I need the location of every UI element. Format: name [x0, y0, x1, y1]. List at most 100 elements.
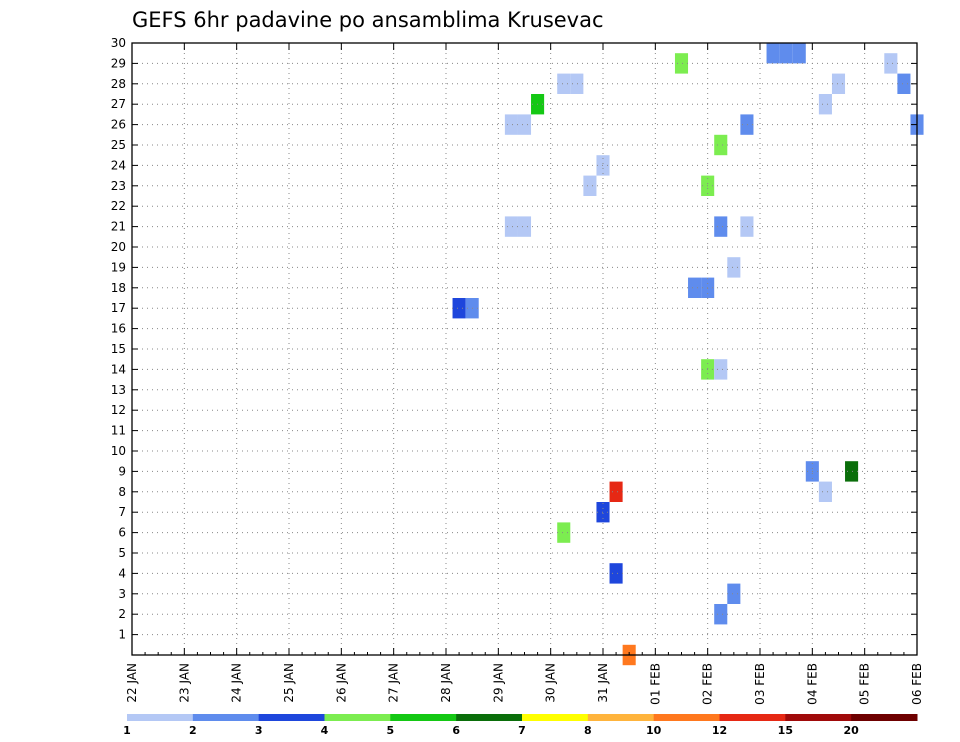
- colorbar-swatch: [653, 714, 720, 721]
- precip-cell: [740, 216, 754, 237]
- x-tick-label: 02 FEB: [701, 663, 715, 705]
- y-tick-label: 20: [111, 240, 126, 254]
- precip-cell: [897, 73, 911, 94]
- colorbar-label: 4: [321, 724, 329, 737]
- y-tick-label: 9: [118, 464, 126, 478]
- colorbar-label: 3: [255, 724, 263, 737]
- chart-title: GEFS 6hr padavine po ansamblima Krusevac: [132, 8, 604, 32]
- precip-cell: [766, 43, 780, 64]
- x-tick-label: 29 JAN: [491, 663, 505, 703]
- precip-cell: [845, 461, 859, 482]
- x-tick-label: 06 FEB: [910, 663, 924, 705]
- x-tick-label: 31 JAN: [596, 663, 610, 703]
- precip-cell: [517, 216, 532, 237]
- colorbar-swatch: [390, 714, 457, 721]
- precip-cell: [818, 94, 832, 115]
- colorbar-swatch: [719, 714, 786, 721]
- colorbar-label: 15: [778, 724, 793, 737]
- precip-cell: [504, 114, 518, 135]
- precip-cell: [570, 73, 584, 94]
- colorbar-swatch: [127, 714, 194, 721]
- x-tick-label: 26 JAN: [334, 663, 348, 703]
- y-tick-label: 6: [118, 526, 126, 540]
- precip-cell: [714, 134, 728, 156]
- precip-cell: [818, 481, 832, 502]
- precip-cell: [557, 522, 571, 543]
- colorbar-swatch: [587, 714, 655, 721]
- x-axis-ticks: 22 JAN 23 JAN 24 JAN 25 JAN 26 JAN 27 JAN 28 J…: [125, 43, 924, 705]
- x-tick-label: 23 JAN: [177, 663, 191, 703]
- y-tick-label: 7: [118, 505, 126, 519]
- colorbar-label: 12: [712, 724, 727, 737]
- precip-cell: [714, 216, 728, 237]
- precip-cell: [609, 481, 623, 502]
- precip-cell: [831, 73, 846, 94]
- x-tick-label: 04 FEB: [805, 663, 819, 705]
- colorbar-swatch: [522, 714, 589, 721]
- y-tick-label: 5: [118, 546, 126, 560]
- y-tick-label: 24: [111, 158, 126, 172]
- precip-cell: [792, 43, 806, 64]
- colorbar-swatch: [851, 714, 918, 721]
- y-tick-label: 19: [111, 260, 126, 274]
- y-tick-label: 16: [111, 322, 126, 336]
- precip-cell: [452, 298, 466, 319]
- y-tick-label: 1: [118, 628, 126, 642]
- colorbar: 1 2 3 4 5 6 7 8 10 12 15 20: [123, 714, 918, 737]
- y-tick-label: 12: [111, 403, 126, 417]
- colorbar-label: 10: [646, 724, 662, 737]
- y-tick-label: 25: [111, 138, 126, 152]
- colorbar-label: 5: [387, 724, 395, 737]
- colorbar-swatch: [324, 714, 391, 721]
- x-tick-label: 30 JAN: [544, 663, 558, 703]
- precip-cell: [504, 216, 518, 237]
- y-tick-label: 21: [111, 220, 126, 234]
- y-tick-label: 28: [111, 77, 126, 91]
- x-tick-label: 22 JAN: [125, 663, 139, 703]
- precip-cell: [727, 583, 741, 604]
- y-tick-label: 3: [118, 587, 126, 601]
- x-tick-label: 28 JAN: [439, 663, 453, 703]
- x-tick-label: 05 FEB: [858, 663, 872, 705]
- y-tick-label: 14: [111, 362, 126, 376]
- precip-cell: [688, 277, 702, 298]
- y-tick-label: 22: [111, 199, 126, 213]
- y-tick-label: 11: [111, 424, 126, 438]
- precip-cell: [557, 73, 571, 94]
- y-tick-label: 27: [111, 97, 126, 111]
- y-tick-label: 18: [111, 281, 126, 295]
- plot-frame: [131, 42, 918, 656]
- y-tick-label: 15: [111, 342, 126, 356]
- precip-cell: [609, 563, 623, 584]
- x-tick-label: 25 JAN: [282, 663, 296, 703]
- y-tick-label: 26: [111, 118, 126, 132]
- x-tick-label: 27 JAN: [387, 663, 401, 703]
- precip-cell: [674, 53, 689, 74]
- colorbar-label: 8: [584, 724, 592, 737]
- y-tick-label: 2: [118, 607, 126, 621]
- precip-cells: [452, 43, 924, 666]
- y-tick-label: 4: [118, 566, 126, 580]
- x-tick-label: 03 FEB: [753, 663, 767, 705]
- precip-cell: [714, 359, 728, 380]
- colorbar-label: 6: [452, 724, 460, 737]
- x-tick-label: 24 JAN: [230, 663, 244, 703]
- colorbar-label: 7: [518, 724, 526, 737]
- colorbar-label: 1: [123, 724, 131, 737]
- y-tick-label: 23: [111, 179, 126, 193]
- precip-cell: [740, 114, 754, 135]
- precip-cell: [583, 175, 597, 196]
- precip-cell: [884, 53, 898, 74]
- colorbar-swatch: [192, 714, 260, 721]
- precip-cell: [714, 604, 728, 625]
- colorbar-swatch: [785, 714, 852, 721]
- colorbar-label: 2: [189, 724, 197, 737]
- colorbar-label: 20: [844, 724, 860, 737]
- y-tick-label: 29: [111, 56, 126, 70]
- y-tick-label: 13: [111, 383, 126, 397]
- y-tick-label: 30: [111, 36, 126, 50]
- precip-cell: [517, 114, 532, 135]
- y-tick-label: 17: [111, 301, 126, 315]
- precip-cell: [779, 43, 793, 64]
